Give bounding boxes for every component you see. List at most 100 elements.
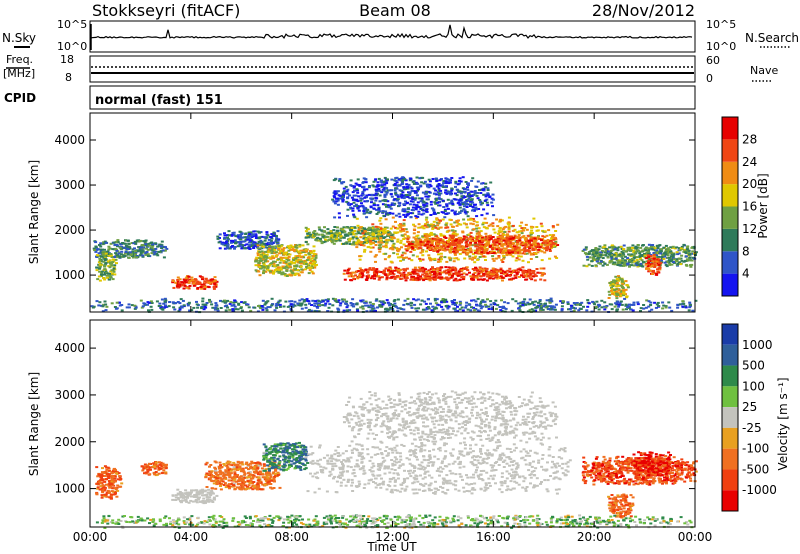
power-region-3-cell — [270, 237, 274, 240]
power-region-9-cell — [432, 187, 436, 190]
power-region-7-cell — [363, 248, 367, 251]
power-region-9-cell — [478, 189, 481, 191]
power-region-7-cell — [481, 223, 485, 226]
power-region-8-cell — [410, 246, 414, 249]
power-region-9-cell — [346, 197, 350, 200]
power-region-8-cell — [500, 252, 504, 255]
power-region-6-cell — [474, 266, 478, 269]
power-region-7-cell — [468, 255, 472, 258]
power-region-9-cell — [384, 200, 388, 202]
power-region-3-cell — [247, 241, 251, 244]
power-region-9-cell — [492, 214, 496, 217]
power-region-7-cell — [453, 257, 457, 260]
power-region-6-cell — [435, 273, 439, 276]
power-region-8-cell — [433, 237, 437, 240]
power-region-10-cell — [626, 262, 630, 265]
power-region-9-cell — [354, 182, 358, 185]
power-region-10-cell — [636, 265, 640, 268]
power-region-9-cell — [439, 192, 443, 195]
power-region-9-cell — [397, 178, 401, 181]
power-region-8-cell — [536, 236, 540, 239]
power-region-8-cell — [484, 238, 488, 241]
power-region-10-cell — [664, 263, 668, 266]
power-region-10-cell — [630, 253, 634, 256]
power-region-9-cell — [417, 210, 421, 213]
power-region-10-cell — [605, 263, 609, 266]
power-region-7-cell — [519, 255, 523, 258]
power-region-8-cell — [489, 237, 493, 240]
power-region-0-cell — [102, 241, 106, 244]
power-region-2-cell — [176, 280, 180, 283]
power-region-4-cell — [270, 256, 274, 259]
power-region-7-cell — [439, 226, 443, 229]
power-region-7-cell — [548, 257, 552, 260]
power-region-9-cell — [461, 203, 465, 206]
power-region-9-cell — [372, 207, 376, 210]
power-region-7-cell — [516, 249, 519, 252]
power-region-0-cell — [150, 252, 154, 255]
power-region-8-cell — [469, 251, 473, 254]
power-region-13-cell — [219, 307, 223, 309]
power-region-8-cell — [460, 241, 463, 244]
power-region-7-cell — [371, 223, 375, 226]
power-region-9-cell — [357, 209, 361, 212]
power-region-9-cell — [485, 212, 489, 215]
cpid-label: CPID — [4, 91, 36, 105]
power-region-4-cell — [310, 257, 314, 260]
power-region-0-cell — [154, 250, 157, 253]
power-region-7-cell — [473, 261, 477, 264]
power-region-7-cell — [396, 253, 399, 256]
power-region-7-cell — [378, 219, 382, 222]
power-region-9-cell — [406, 207, 410, 210]
power-region-5-cell — [339, 229, 343, 232]
power-region-9-cell — [429, 185, 433, 188]
power-region-6-cell — [482, 268, 486, 271]
power-region-9-cell — [381, 210, 385, 213]
power-region-8-cell — [502, 247, 506, 250]
power-region-8-cell — [480, 245, 484, 248]
power-region-6-cell — [397, 270, 401, 273]
power-region-12-cell — [657, 263, 661, 266]
power-region-3-cell — [254, 235, 258, 237]
power-region-9-cell — [394, 180, 398, 182]
power-region-10-cell — [671, 254, 675, 257]
power-region-4-cell — [254, 264, 258, 267]
power-region-9-cell — [345, 200, 349, 203]
power-region-9-cell — [373, 179, 377, 182]
power-region-9-cell — [390, 195, 394, 198]
power-region-7-cell — [448, 257, 452, 260]
power-region-1-cell — [103, 264, 107, 267]
power-region-5-cell — [342, 236, 346, 239]
power-region-5-cell — [327, 231, 331, 234]
power-region-10-cell — [601, 257, 605, 259]
power-region-6-cell — [491, 267, 495, 270]
power-region-8-cell — [491, 236, 495, 238]
power-region-9-cell — [408, 197, 412, 200]
power-region-6-cell — [508, 267, 512, 270]
power-region-7-cell — [358, 242, 362, 245]
power-region-7-cell — [497, 232, 500, 235]
power-region-4-cell — [279, 245, 283, 248]
power-region-0-cell — [128, 251, 132, 254]
power-region-5-cell — [335, 238, 339, 240]
power-region-9-cell — [425, 192, 429, 195]
power-region-0-cell — [94, 248, 98, 251]
power-region-10-cell — [595, 251, 599, 254]
power-region-8-cell — [487, 240, 491, 243]
power-region-9-cell — [333, 196, 337, 199]
power-region-9-cell — [414, 208, 418, 211]
power-region-4-cell — [290, 260, 294, 263]
power-region-9-cell — [421, 191, 425, 194]
power-region-5-cell — [332, 242, 336, 245]
power-region-7-cell — [551, 245, 555, 248]
power-region-8-cell — [536, 244, 540, 247]
power-region-4-cell — [282, 247, 286, 250]
power-region-10-cell — [677, 247, 681, 250]
power-region-7-cell — [462, 218, 466, 221]
power-region-9-cell — [381, 199, 385, 202]
power-region-8-cell — [500, 248, 504, 251]
power-region-9-cell — [404, 188, 408, 190]
power-region-7-cell — [369, 250, 373, 253]
power-region-9-cell — [422, 206, 426, 209]
power-region-8-cell — [447, 241, 450, 244]
